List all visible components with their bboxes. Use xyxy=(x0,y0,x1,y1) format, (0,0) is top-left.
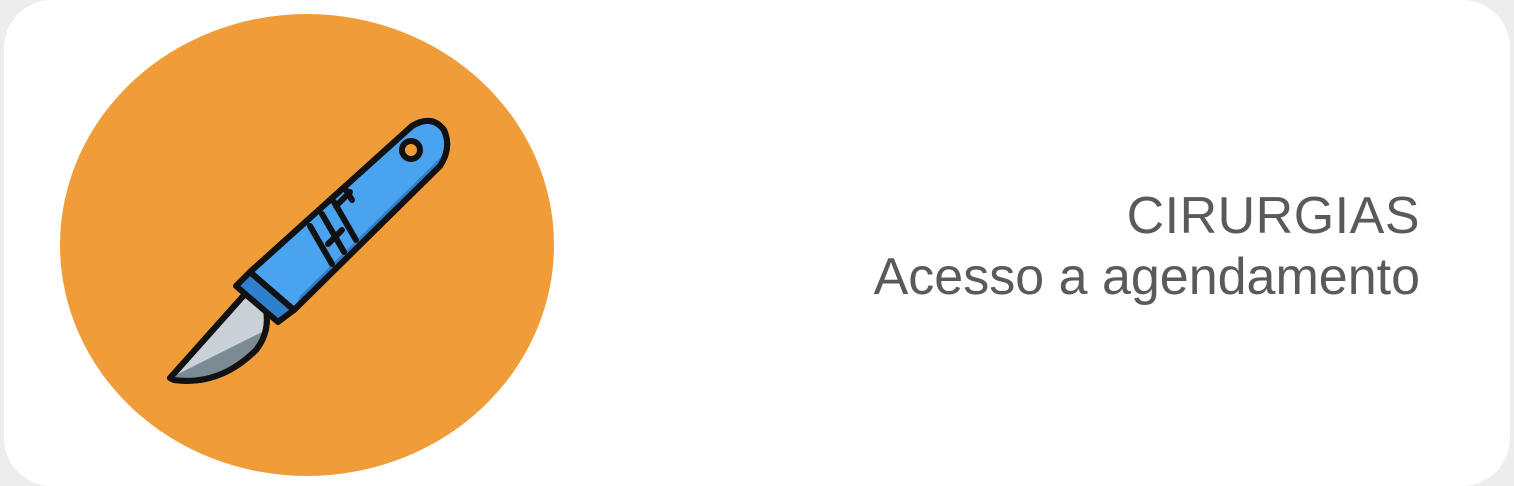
card-subtitle: Acesso a agendamento xyxy=(873,248,1420,306)
scalpel-icon xyxy=(167,117,451,384)
card-title: CIRURGIAS xyxy=(1126,187,1420,245)
card-text: CIRURGIAS Acesso a agendamento xyxy=(874,186,1420,308)
surgery-card[interactable]: CIRURGIAS Acesso a agendamento xyxy=(4,0,1510,486)
icon-circle xyxy=(60,14,554,476)
